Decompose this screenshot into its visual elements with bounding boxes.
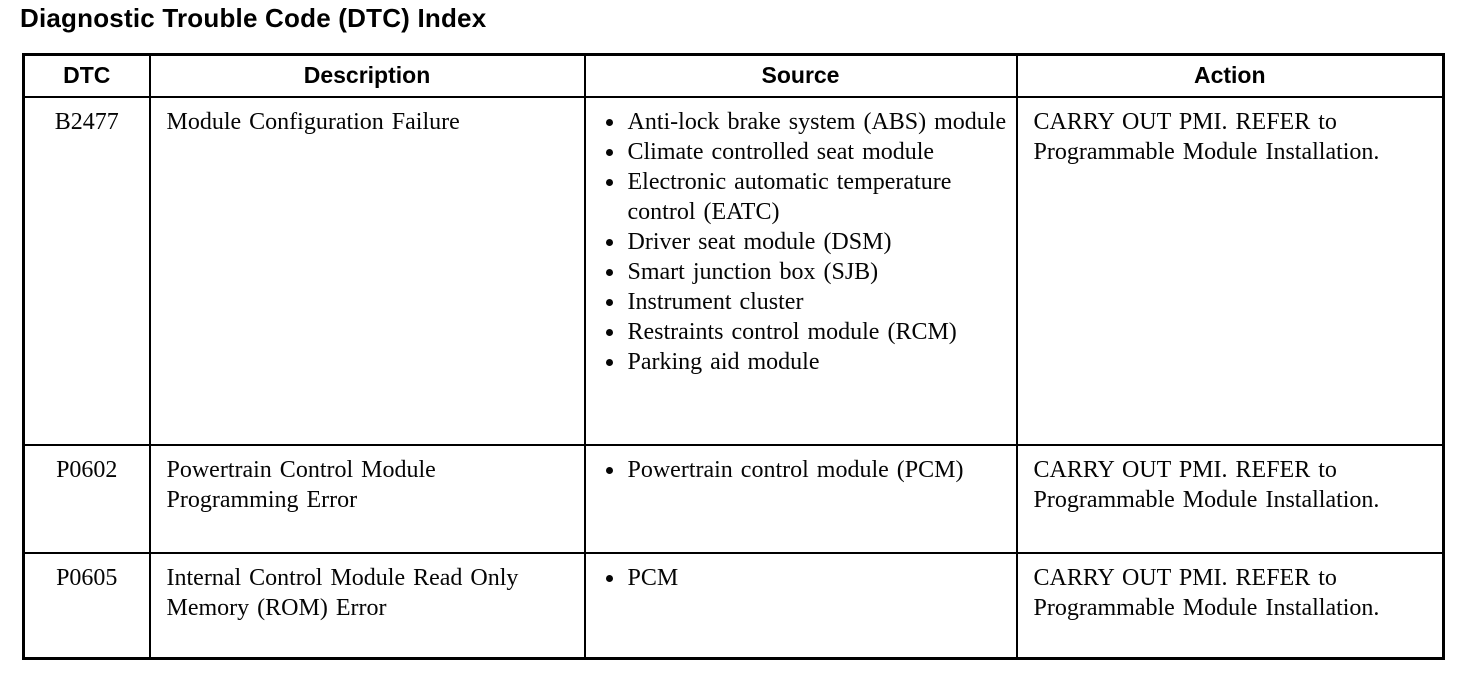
dtc-index-table: DTC Description Source Action B2477 Modu… [22, 53, 1445, 660]
source-list-item: Electronic automatic temperature control… [626, 167, 1008, 227]
dtc-description: Module Configuration Failure [148, 95, 586, 446]
dtc-action: CARRY OUT PMI. REFER to Programmable Mod… [1015, 443, 1445, 554]
page-title: Diagnostic Trouble Code (DTC) Index [20, 3, 487, 33]
source-list: Powertrain control module (PCM) [598, 455, 1008, 485]
source-list-item: PCM [626, 563, 1008, 593]
dtc-description: Powertrain Control Module Programming Er… [148, 443, 586, 554]
source-list: Anti-lock brake system (ABS) module Clim… [598, 107, 1008, 377]
source-list-item: Parking aid module [626, 347, 1008, 377]
table-header-row: DTC Description Source Action [22, 53, 1445, 98]
dtc-code: P0605 [22, 551, 151, 660]
column-header-action: Action [1015, 53, 1445, 98]
source-list-item: Driver seat module (DSM) [626, 227, 1008, 257]
source-list-item: Climate controlled seat module [626, 137, 1008, 167]
column-header-dtc: DTC [22, 53, 151, 98]
column-header-description: Description [148, 53, 586, 98]
source-list-item: Anti-lock brake system (ABS) module [626, 107, 1008, 137]
dtc-code: B2477 [22, 95, 151, 446]
dtc-action: CARRY OUT PMI. REFER to Programmable Mod… [1015, 551, 1445, 660]
dtc-action: CARRY OUT PMI. REFER to Programmable Mod… [1015, 95, 1445, 446]
source-list-item: Restraints control module (RCM) [626, 317, 1008, 347]
source-list-item: Smart junction box (SJB) [626, 257, 1008, 287]
column-header-source: Source [583, 53, 1018, 98]
source-list-item: Powertrain control module (PCM) [626, 455, 1008, 485]
source-list: PCM [598, 563, 1008, 593]
source-list-item: Instrument cluster [626, 287, 1008, 317]
dtc-source-cell: PCM [583, 551, 1018, 660]
table-row-b2477: B2477 Module Configuration Failure Anti-… [22, 95, 1445, 446]
dtc-description: Internal Control Module Read Only Memory… [148, 551, 586, 660]
table-row-p0605: P0605 Internal Control Module Read Only … [22, 551, 1445, 660]
dtc-code: P0602 [22, 443, 151, 554]
dtc-source-cell: Powertrain control module (PCM) [583, 443, 1018, 554]
dtc-source-cell: Anti-lock brake system (ABS) module Clim… [583, 95, 1018, 446]
table-row-p0602: P0602 Powertrain Control Module Programm… [22, 443, 1445, 554]
